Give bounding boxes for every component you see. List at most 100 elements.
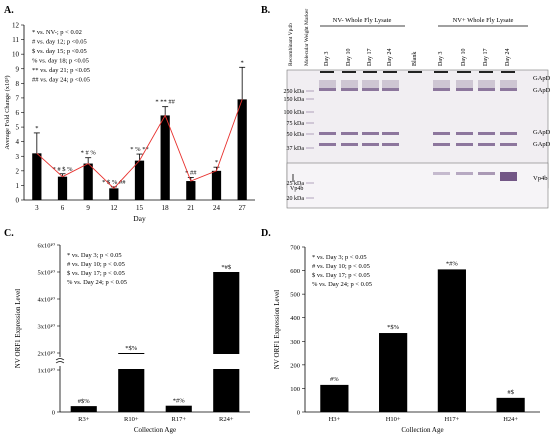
y-tick-label: 5 (16, 124, 20, 132)
y-tick-label: 500 (290, 292, 300, 299)
band-label: GApDH (533, 129, 550, 136)
bar-label: #$% (78, 398, 91, 405)
well (408, 71, 422, 73)
gapdh-band (433, 132, 450, 135)
legend-entry: ## vs. day 24; p <0.05 (32, 77, 90, 84)
bar-label: * # % (81, 150, 97, 157)
y-tick-label: 10 (12, 51, 20, 59)
panel-a-letter: A. (4, 5, 14, 16)
x-tick-label: 27 (239, 204, 247, 212)
y-tick-label: 4 (16, 138, 20, 146)
legend-entry: * vs. Day 3; p < 0.05 (67, 252, 122, 259)
y-tick-label: 3x10¹⁰ (37, 324, 55, 331)
smear (362, 80, 379, 90)
bar (237, 99, 247, 200)
legend-entry: $ vs. Day 17; p < 0.05 (312, 272, 370, 279)
lane-header: Molecular Weight Marker (304, 9, 310, 66)
bar (213, 272, 240, 412)
lane-label: Day 3 (438, 52, 444, 67)
bar (165, 405, 192, 412)
x-tick-label: 3 (35, 204, 39, 212)
bar-label: * # $ % (52, 166, 73, 173)
gapdh-band (382, 132, 399, 135)
well (501, 71, 515, 73)
bar-label: * % ** (130, 146, 148, 153)
y-tick-label: 8 (16, 80, 20, 88)
gapdh-band (478, 88, 495, 91)
y-axis-label: Average Fold Change (x10³) (4, 75, 11, 149)
mw-label: 37 kDa (287, 146, 305, 152)
vp4b-inner-label: Vp4b (290, 186, 303, 192)
x-tick-label: 18 (162, 204, 170, 212)
bar-label: * (215, 159, 218, 166)
x-tick-label: H17+ (444, 416, 459, 423)
group-label-pos: NV+ Whole Fly Lysate (453, 17, 514, 24)
y-axis-label: NV ORF1 Expression Level (14, 289, 22, 368)
well (363, 71, 377, 73)
band-label: Vp4b (533, 175, 547, 182)
legend-entry: ** vs. day 21; p <0.05 (32, 67, 90, 74)
gapdh-band (362, 132, 379, 135)
legend-entry: $ vs. day 15; p <0.05 (32, 48, 87, 55)
lane-label-blank: Blank (412, 52, 418, 66)
bar (57, 176, 68, 200)
smear (341, 80, 358, 90)
gapdh-band (341, 88, 358, 91)
blot-lower (286, 162, 549, 209)
gapdh-band (456, 143, 473, 146)
x-axis-label: Collection Age (401, 426, 443, 434)
bar-label: * ** ## (155, 99, 175, 106)
bar (109, 188, 119, 200)
bar (186, 181, 196, 200)
well (479, 71, 493, 73)
gapdh-band (319, 143, 336, 146)
gapdh-band (456, 132, 473, 135)
bar (160, 115, 170, 200)
gapdh-band (341, 132, 358, 135)
gapdh-band (433, 88, 450, 91)
smear (456, 80, 473, 90)
x-tick-label: H3+ (329, 416, 341, 423)
bar (83, 163, 93, 200)
x-tick-label: R24+ (219, 416, 234, 423)
mw-label: 50 kDa (287, 132, 305, 138)
gapdh-band (362, 143, 379, 146)
gapdh-band (478, 143, 495, 146)
x-tick-label: H10+ (386, 416, 401, 423)
bar (496, 397, 525, 412)
x-tick-label: R17+ (171, 416, 186, 423)
gapdh-band (500, 88, 517, 91)
y-tick-label: 9 (16, 65, 20, 73)
y-tick-label: 0 (52, 410, 55, 417)
well (383, 71, 397, 73)
y-tick-label: 4x10¹⁰ (37, 297, 55, 304)
x-tick-label: R3+ (78, 416, 90, 423)
y-tick-label: 12 (12, 22, 20, 30)
vp4b-band (456, 172, 473, 175)
well (320, 71, 334, 73)
bar-break-gap (212, 354, 241, 369)
x-tick-label: H24+ (503, 416, 518, 423)
gapdh-band (319, 88, 336, 91)
y-tick-label: 2x10¹⁰ (37, 351, 55, 358)
bar (320, 384, 349, 412)
bar-label: #% (330, 376, 339, 383)
lane-label: Day 17 (483, 49, 489, 67)
y-tick-label: 6x10¹⁰ (37, 243, 55, 250)
y-tick-label: 200 (290, 362, 300, 369)
bar-label: #$ (507, 389, 514, 396)
y-tick-label: 0 (297, 410, 300, 417)
y-tick-label: 600 (290, 268, 300, 275)
lane-label: Day 24 (387, 49, 393, 67)
well (457, 71, 471, 73)
gapdh-band (478, 132, 495, 135)
x-tick-label: 9 (86, 204, 90, 212)
band-label: GApDH (533, 141, 550, 148)
bar (379, 333, 408, 412)
well (434, 71, 448, 73)
bar-label: *#% (173, 398, 186, 405)
legend-entry: # vs. Day 10; p < 0.05 (67, 261, 125, 268)
legend-entry: # vs. Day 10; p < 0.05 (312, 263, 370, 270)
legend-entry: * vs. Day 3; p < 0.05 (312, 254, 367, 261)
